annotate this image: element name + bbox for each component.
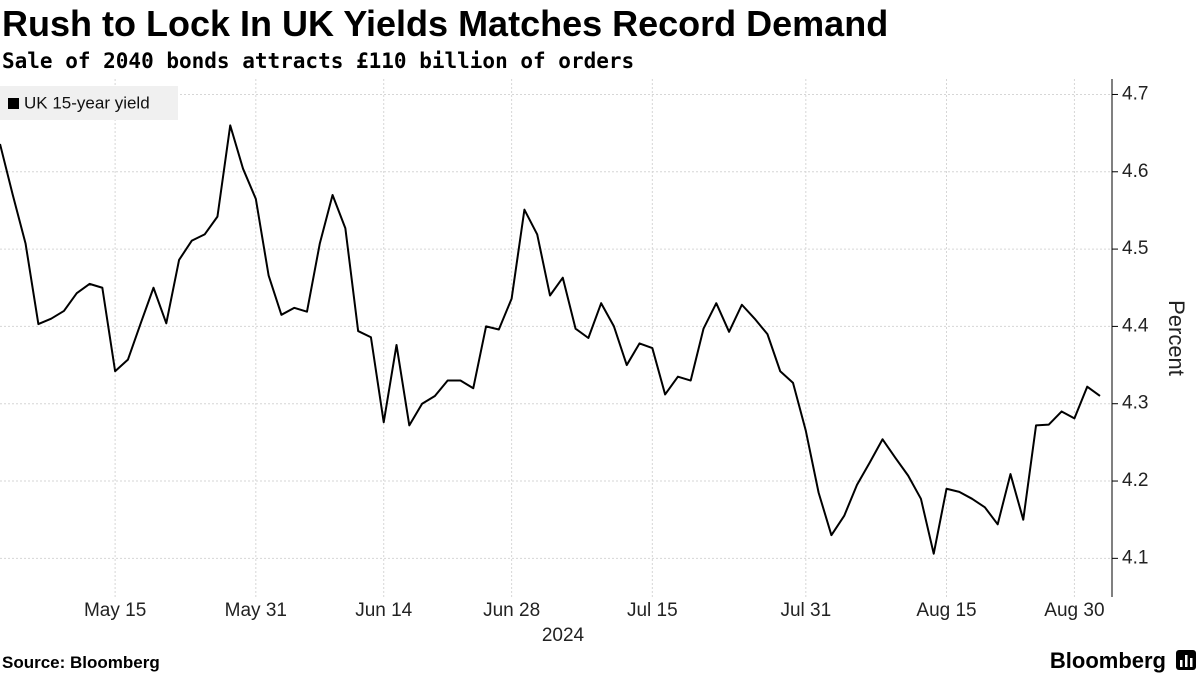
- y-tick-label: 4.2: [1122, 470, 1148, 491]
- legend-background: [0, 86, 178, 120]
- line-series: [0, 124, 1101, 555]
- y-tick-label: 4.3: [1122, 393, 1148, 414]
- x-tick-label: Aug 30: [1044, 600, 1104, 621]
- y-tick-label: 4.4: [1122, 315, 1149, 336]
- x-tick-label: Aug 15: [916, 600, 976, 621]
- x-tick-label: Jun 14: [355, 600, 412, 621]
- chart-subtitle: Sale of 2040 bonds attracts £110 billion…: [2, 49, 634, 73]
- y-tick-label: 4.6: [1122, 161, 1148, 182]
- x-tick-label: Jul 15: [627, 600, 678, 621]
- legend-label: UK 15-year yield: [24, 93, 150, 112]
- chart-title: Rush to Lock In UK Yields Matches Record…: [2, 3, 888, 44]
- x-tick-label: Jul 31: [780, 600, 831, 621]
- legend-swatch: [8, 98, 19, 109]
- source: Source: Bloomberg: [2, 653, 160, 672]
- logo-icon: [1176, 650, 1196, 670]
- x-tick-label: May 31: [225, 600, 287, 621]
- y-axis-label: Percent: [1164, 300, 1189, 376]
- y-tick-label: 4.1: [1122, 547, 1148, 568]
- x-tick-label: May 15: [84, 600, 146, 621]
- x-year-label: 2024: [542, 625, 585, 646]
- y-tick-label: 4.5: [1122, 238, 1148, 259]
- y-tick-label: 4.7: [1122, 83, 1148, 104]
- x-tick-label: Jun 28: [483, 600, 540, 621]
- logo-text: Bloomberg: [1050, 648, 1166, 673]
